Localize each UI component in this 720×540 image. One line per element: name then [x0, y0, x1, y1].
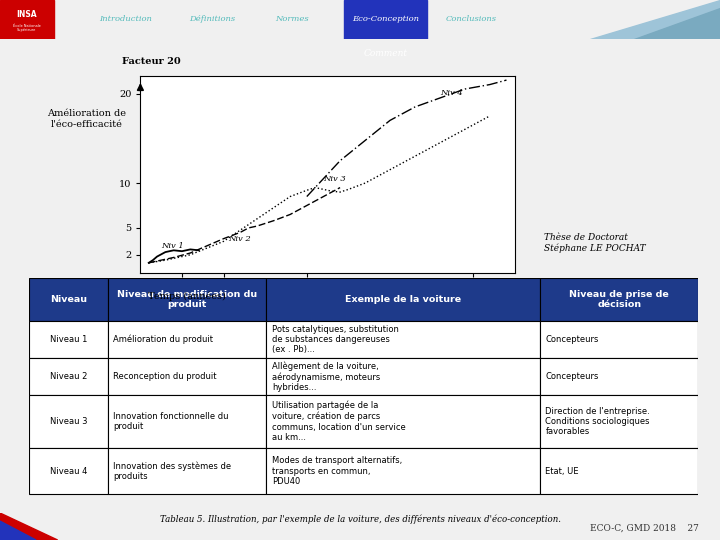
Bar [29, 395, 108, 448]
Text: École Nationale
Supérieure: École Nationale Supérieure [13, 24, 40, 32]
Text: Allègement de la voiture,
aérodynamisme, moteurs
hybrides...: Allègement de la voiture, aérodynamisme,… [271, 361, 380, 392]
Text: Temps (années): Temps (années) [148, 292, 225, 301]
Text: Niveau 3: Niveau 3 [50, 417, 87, 426]
Text: Exemple de la voiture: Exemple de la voiture [345, 295, 462, 304]
Polygon shape [0, 521, 36, 540]
Text: Niveau 2: Niveau 2 [50, 372, 87, 381]
Polygon shape [0, 513, 58, 540]
Bar [344, 0, 426, 39]
Bar [108, 358, 266, 395]
Text: Innovation des systèmes de
produits: Innovation des systèmes de produits [113, 461, 232, 481]
Text: Utilisation partagée de la
voiture, création de parcs
communs, location d'un ser: Utilisation partagée de la voiture, créa… [271, 401, 405, 442]
Text: Niveau de prise de
décision: Niveau de prise de décision [570, 290, 669, 309]
Text: Facteur 20: Facteur 20 [122, 57, 181, 66]
Text: Tableau 5. Illustration, par l'exemple de la voiture, des différents niveaux d'é: Tableau 5. Illustration, par l'exemple d… [160, 515, 560, 524]
Text: Niv 2: Niv 2 [228, 235, 251, 244]
Text: Thèse de Doctorat
Stéphane LE POCHAT: Thèse de Doctorat Stéphane LE POCHAT [544, 233, 645, 253]
Bar [266, 358, 540, 395]
Text: Eco-Conception: Eco-Conception [351, 16, 419, 23]
Bar [108, 321, 266, 358]
Bar [0, 0, 54, 39]
Text: Innovation fonctionnelle du
produit: Innovation fonctionnelle du produit [113, 412, 229, 431]
Bar [266, 321, 540, 358]
Text: Comment: Comment [363, 49, 408, 58]
Bar [266, 395, 540, 448]
Text: Etat, UE: Etat, UE [545, 467, 579, 476]
Text: Niveau 4: Niveau 4 [50, 467, 87, 476]
Bar [29, 358, 108, 395]
Text: Pots catalytiques, substitution
de substances dangereuses
(ex . Pb)...: Pots catalytiques, substitution de subst… [271, 325, 399, 354]
Text: Définitions: Définitions [189, 16, 235, 23]
Text: Modes de transport alternatifs,
transports en commun,
PDU40: Modes de transport alternatifs, transpor… [271, 456, 402, 486]
Bar [29, 321, 108, 358]
Bar [540, 321, 698, 358]
Bar [540, 448, 698, 494]
Text: Direction de l'entreprise.
Conditions sociologiques
favorables: Direction de l'entreprise. Conditions so… [545, 407, 650, 436]
Text: Niveau de modification du
produit: Niveau de modification du produit [117, 290, 257, 309]
Bar [266, 448, 540, 494]
Text: Niv 4: Niv 4 [440, 89, 463, 97]
Bar [266, 278, 540, 321]
Text: Normes: Normes [275, 16, 308, 23]
Polygon shape [590, 0, 720, 39]
Text: Niveau: Niveau [50, 295, 87, 304]
Text: Introduction: Introduction [99, 16, 153, 23]
Text: Concepteurs: Concepteurs [545, 335, 599, 344]
Text: Niv 3: Niv 3 [323, 176, 346, 183]
Text: Concepteurs: Concepteurs [545, 372, 599, 381]
Bar [540, 278, 698, 321]
Text: Amélioration de
l'éco-efficacité: Amélioration de l'éco-efficacité [47, 109, 126, 129]
Bar [29, 448, 108, 494]
Text: ECO-C, GMD 2018    27: ECO-C, GMD 2018 27 [590, 523, 698, 532]
Text: Conclusions: Conclusions [446, 16, 497, 23]
Text: Niv 1: Niv 1 [161, 241, 184, 249]
Text: Niveau 1: Niveau 1 [50, 335, 87, 344]
Bar [108, 278, 266, 321]
Text: INSA: INSA [17, 10, 37, 19]
Bar [540, 395, 698, 448]
Text: Amélioration du produit: Amélioration du produit [113, 335, 213, 345]
Bar [540, 358, 698, 395]
Bar [29, 278, 108, 321]
Bar [108, 448, 266, 494]
Polygon shape [634, 8, 720, 39]
Text: Reconception du produit: Reconception du produit [113, 372, 217, 381]
Bar [108, 395, 266, 448]
